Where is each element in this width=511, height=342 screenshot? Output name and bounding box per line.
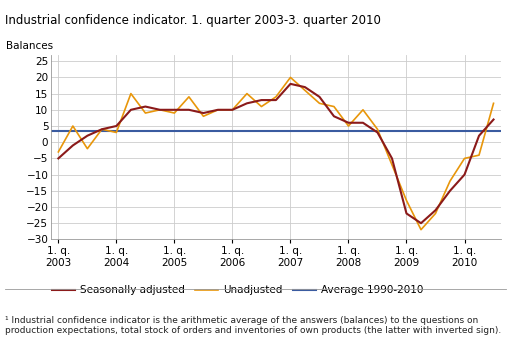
Text: Industrial confidence indicator. 1. quarter 2003-3. quarter 2010: Industrial confidence indicator. 1. quar… bbox=[5, 14, 381, 27]
Text: Balances: Balances bbox=[6, 41, 53, 51]
Text: ¹ Industrial confidence indicator is the arithmetic average of the answers (bala: ¹ Industrial confidence indicator is the… bbox=[5, 316, 501, 335]
Legend: Seasonally adjusted, Unadjusted, Average 1990-2010: Seasonally adjusted, Unadjusted, Average… bbox=[52, 285, 424, 295]
